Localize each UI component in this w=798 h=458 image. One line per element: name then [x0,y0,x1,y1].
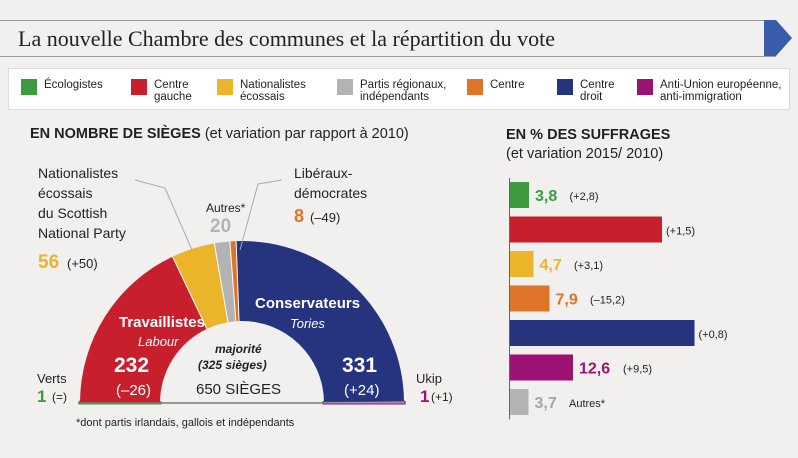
seat-separator [235,241,240,322]
snp-label-line: écossais [38,185,92,201]
vote-bar [510,285,550,312]
legend-label: Écologistes [44,79,103,91]
vote-value-label: 30,4 [627,223,658,240]
legend-swatch [217,79,233,95]
vote-change-label: (–15,2) [590,295,625,307]
autres-label: Autres* [206,201,246,215]
legend-item-partis-regionaux: Partis régionaux, indépendants [337,79,446,103]
libdem-change: (–49) [310,210,340,225]
legend-swatch [337,79,353,95]
seat-separator [172,256,208,330]
votes-heading-line2: (et variation 2015/ 2010) [506,146,664,162]
vote-value-label: 4,7 [540,257,562,274]
legend-label: Partis régionaux, indépendants [360,79,447,103]
vote-bar [510,320,695,346]
verts-change: (=) [52,390,67,404]
snp-change: (+50) [67,256,98,271]
title-bar: La nouvelle Chambre des communes et la r… [0,18,798,60]
vote-value-label: 12,6 [579,361,610,378]
seat-segment-labour [80,256,207,403]
seat-separator [229,241,237,322]
seat-segment-tories [236,241,404,403]
autres-seats: 20 [210,216,231,237]
legend-swatch [467,79,483,95]
legend-swatch [557,79,573,95]
vote-change-label: (+9,5) [623,364,652,376]
snp-label-line: Nationalistes [38,165,118,181]
seats-heading-rest: (et variation par rapport à 2010) [200,126,409,142]
seats-chart-heading: EN NOMBRE DE SIÈGES (et variation par ra… [30,126,409,142]
libdem-seats: 8 [294,206,304,226]
vote-value-label: 36,9 [659,326,690,343]
vote-bar [510,389,529,415]
majority-sub: (325 sièges) [198,358,267,372]
seat-segment-snp [172,243,228,329]
footnote: *dont partis irlandais, gallois et indép… [76,417,295,429]
vote-bar [510,216,662,243]
ukip-label: Ukip [416,371,442,386]
vote-change-label: (+0,8) [699,329,728,341]
libdem-leader-line [239,179,283,251]
labour-seats: 232 [114,354,149,377]
autres-leader-line [225,241,231,251]
legend-swatch [131,79,147,95]
title-arrow-icon [776,20,792,56]
votes-chart: 3,8 (+2,8) 30,4 (+1,5) 4,7 (+3,1) 7,9 (–15,2) 36… [509,178,728,420]
page-title: La nouvelle Chambre des communes et la r… [18,26,556,51]
vote-change-label: (+3,1) [574,260,603,272]
votes-chart-heading: EN % DES SUFFRAGES (et variation 2015/ 2… [506,126,670,164]
tories-seats: 331 [342,354,377,377]
snp-label-line: National Party [38,225,126,241]
verts-label: Verts [37,371,67,386]
labour-label: Travaillistes [119,314,205,331]
legend: Écologistes Centre gauche Nationalistes … [8,68,790,110]
legend-label: Centre droit [580,79,615,103]
vote-bar [510,251,534,277]
vote-change-label: (+2,8) [570,191,599,203]
tories-sub: Tories [290,316,325,331]
snp-leader-line [134,179,193,251]
legend-label: Anti-Union européenne, anti-immigration [660,79,782,103]
snp-label-line: du Scottish [38,205,107,221]
majority-label: majorité [215,342,262,356]
legend-label: Centre [490,79,525,91]
total-seats-label: 650 SIÈGES [196,381,281,398]
labour-change: (–26) [116,382,151,399]
legend-item-nationalistes: Nationalistes écossais [217,79,306,103]
ukip-seats: 1 [420,387,429,406]
legend-item-centre-gauche: Centre gauche [131,79,192,103]
vote-change-label: (+1,5) [666,226,695,238]
vote-value-label: 7,9 [556,292,578,309]
legend-swatch [21,79,37,95]
ukip-change: (+1) [431,390,453,404]
tories-label: Conservateurs [255,295,360,312]
labour-sub: Labour [138,334,179,349]
seats-chart: Nationalistes écossais du Scottish National… [37,165,453,406]
legend-label: Centre gauche [154,79,192,103]
seat-segment-autres [214,241,236,323]
legend-item-centre-droit: Centre droit [557,79,615,103]
libdem-label-line: Libéraux- [294,165,353,181]
verts-seats: 1 [37,387,46,406]
legend-item-ecologistes: Écologistes [21,79,103,95]
title-rule-top [0,20,776,21]
votes-heading-line1: EN % DES SUFFRAGES [506,127,671,143]
legend-swatch [637,79,653,95]
snp-seats: 56 [38,252,59,273]
vote-change-label: Autres* [569,398,606,410]
legend-label: Nationalistes écossais [240,79,306,103]
legend-item-centre: Centre [467,79,525,95]
vote-bar [510,182,529,208]
title-rule-bottom [0,56,776,57]
tories-change: (+24) [344,382,379,399]
vote-bar [510,354,573,381]
legend-item-anti-union: Anti-Union européenne, anti-immigration [637,79,781,103]
vote-value-label: 3,8 [535,188,557,205]
seat-separator [213,243,229,323]
vote-value-label: 3,7 [535,395,557,412]
libdem-label-line: démocrates [294,185,367,201]
seats-heading-bold: EN NOMBRE DE SIÈGES [30,126,201,142]
title-arrow-base [764,20,776,56]
